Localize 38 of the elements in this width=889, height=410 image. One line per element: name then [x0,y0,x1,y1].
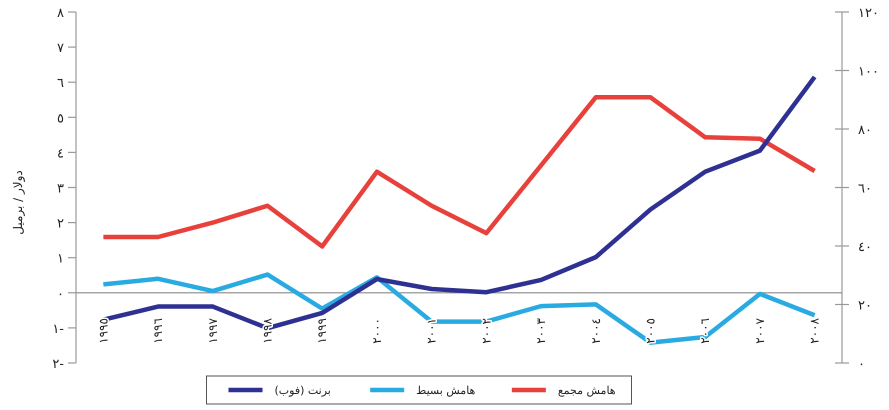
line-series [101,272,817,345]
x-tick-label: ١٩٩٦ [151,318,166,344]
x-tick-label: ١٩٩٨ [260,317,274,344]
x-tick-label: ٢٠٠٢ [479,318,494,344]
x-tick-label: ١٩٩٧ [206,317,220,344]
y-tick-label: ٨ [57,6,64,21]
y-tick-label: ٧ [57,41,64,56]
y2-tick-label: ٦٠ [858,182,872,196]
x-tick-label: ٢٠٠٥ [644,318,658,344]
y2-tick-label: ٨٠ [858,123,872,138]
legend-label: هامش مجمع [558,384,616,397]
x-tick-label: ٢٠٠٦ [698,318,712,344]
x-tick-label: ٢٠٠٠ [370,318,384,344]
y2-tick-label: ١٢٠ [858,6,879,21]
line-series [101,95,817,249]
y2-tick-label: ١٠٠ [858,64,879,80]
x-tick-label: ٢٠٠٤ [588,318,603,344]
x-tick-label: ١٩٩٥ [96,318,110,344]
y2-tick-label: ٤٠ [858,240,872,255]
legend-label: برنت (فوب) [274,384,331,397]
x-tick-label: ٢٠٠٧ [752,317,767,344]
y-tick-label: ٢ [57,216,64,232]
y-tick-label: ٢- [52,357,64,372]
x-tick-label: ١٩٩٩ [315,318,330,344]
y-axis-title: دولار / برميل [11,170,25,235]
y-tick-label: ٤ [57,146,64,162]
y2-tick-label: ٢٠ [858,298,872,314]
y-tick-label: ١ [57,252,64,267]
x-tick-label: ٢٠٠١ [424,318,439,344]
y-tick-label: ١- [52,322,64,337]
x-tick-label: ٢٠٠٣ [534,317,548,344]
y2-tick-label: ٠ [858,357,865,372]
y-tick-label: ٣ [57,182,64,196]
y-tick-label: ٥ [57,111,64,126]
y-tick-label: ٦ [57,76,64,92]
legend-label: هامش بسيط [416,384,476,397]
y-tick-label: ٠ [57,286,64,302]
x-tick-label: ٢٠٠٨ [808,317,822,344]
